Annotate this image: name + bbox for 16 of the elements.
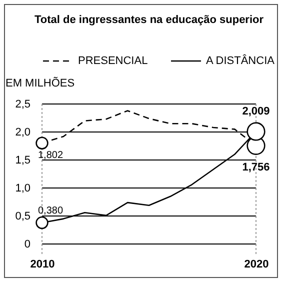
chart-title: Total de ingressantes na educação superior bbox=[34, 14, 264, 26]
y-tick-label: 0,5 bbox=[15, 210, 30, 222]
data-label: 0,380 bbox=[38, 206, 64, 217]
y-tick-label: 1,5 bbox=[15, 154, 30, 166]
data-label: 2,009 bbox=[242, 105, 270, 118]
y-axis-title: EM MILHÕES bbox=[6, 76, 75, 90]
y-tick-label: 1,0 bbox=[15, 182, 30, 194]
data-label: 1,802 bbox=[38, 150, 64, 162]
legend-label: PRESENCIAL bbox=[78, 55, 148, 67]
legend-label: A DISTÂNCIA bbox=[206, 54, 276, 67]
data-label: 1,756 bbox=[242, 162, 270, 174]
y-tick-label: 2,5 bbox=[15, 98, 30, 110]
x-tick-label: 2010 bbox=[30, 258, 55, 270]
y-tick-label: 0 bbox=[24, 238, 30, 250]
y-tick-label: 2,0 bbox=[15, 126, 30, 138]
x-tick-label: 2020 bbox=[244, 258, 269, 270]
